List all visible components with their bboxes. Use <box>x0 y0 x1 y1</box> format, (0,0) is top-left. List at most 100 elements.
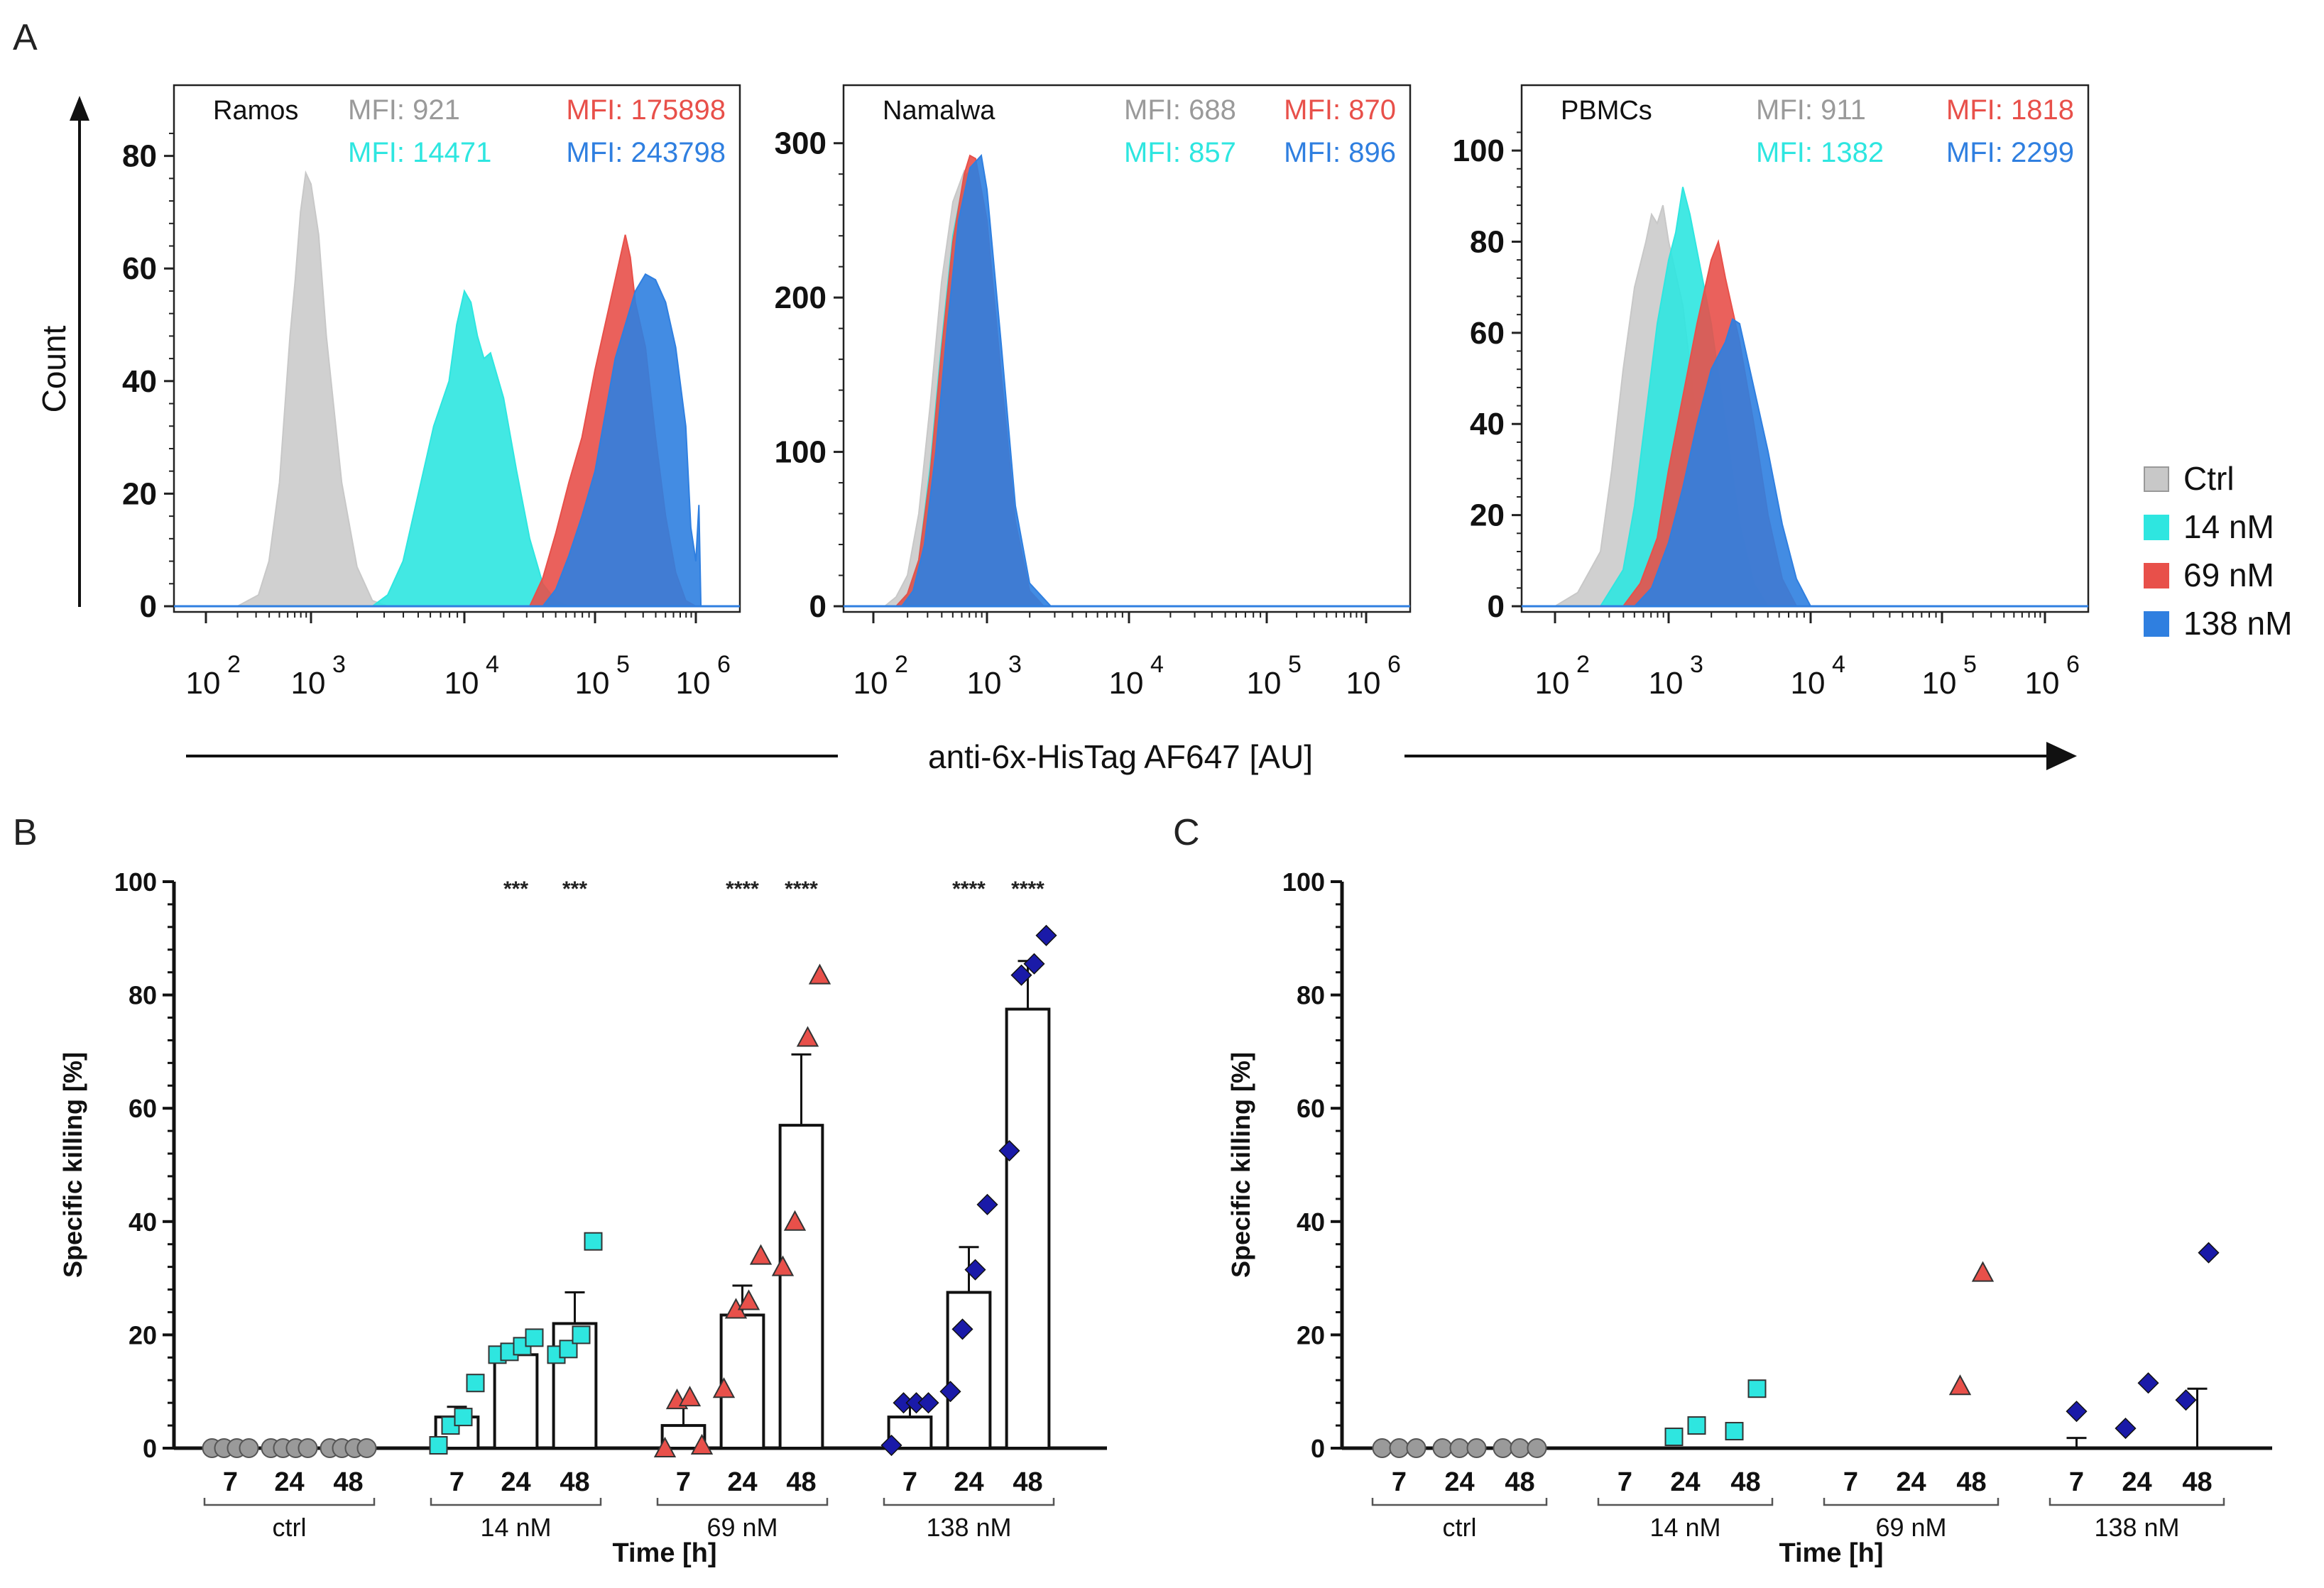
x-tick-label-base: 10 <box>186 666 221 701</box>
data-point-ctrl <box>1466 1438 1487 1458</box>
y-axis-label: Specific killing [%] <box>58 1052 87 1278</box>
bar-chart-b: 0 20 40 60 80 100 Specific killing [%] 7 24 48 ctr… <box>58 867 1107 1568</box>
data-point-ctrl <box>1449 1438 1470 1458</box>
x-tick-label-base: 10 <box>1535 666 1570 701</box>
significance-marker: **** <box>726 877 759 901</box>
y-tick-label: 0 <box>140 589 157 624</box>
x-tick-label-exponent: 3 <box>1690 651 1703 678</box>
data-point-69nm <box>678 1386 702 1407</box>
time-label: 24 <box>954 1467 983 1497</box>
x-axis-label: Time [h] <box>1779 1538 1883 1568</box>
mfi-label-ctrl: MFI: 688 <box>1124 94 1236 126</box>
y-tick-label: 40 <box>122 364 157 399</box>
group-bracket <box>430 1498 602 1506</box>
y-tick-label: 80 <box>129 981 157 1010</box>
time-label: 48 <box>333 1467 363 1497</box>
data-point-14nm <box>1687 1416 1706 1435</box>
x-tick-label-exponent: 6 <box>1387 651 1401 678</box>
group-label-ctrl: ctrl <box>273 1513 307 1542</box>
time-label: 7 <box>1617 1467 1632 1497</box>
y-tick-label: 100 <box>1282 867 1325 897</box>
x-tick-label-exponent: 2 <box>227 651 241 678</box>
legend-label-nm14: 14 nM <box>2183 508 2274 545</box>
cell-line-title: PBMCs <box>1561 96 1652 126</box>
data-point-ctrl <box>239 1438 259 1458</box>
time-label: 48 <box>1505 1467 1534 1497</box>
panel-label-b: B <box>13 812 38 853</box>
x-tick-label-exponent: 3 <box>332 651 346 678</box>
x-tick-label-exponent: 4 <box>1832 651 1845 678</box>
data-point-69nm <box>796 1026 819 1047</box>
data-point-69nm <box>690 1433 714 1455</box>
time-label: 24 <box>274 1467 304 1497</box>
significance-marker: *** <box>562 877 587 901</box>
data-point-14nm <box>584 1232 603 1251</box>
data-point-14nm <box>1725 1422 1744 1441</box>
mfi-label-nm14: MFI: 1382 <box>1756 137 1884 168</box>
y-tick-label: 60 <box>1297 1094 1325 1123</box>
x-tick-label-exponent: 2 <box>895 651 908 678</box>
y-tick-label: 80 <box>1470 224 1505 259</box>
x-tick-label-base: 10 <box>967 666 1002 701</box>
mfi-label-ctrl: MFI: 911 <box>1756 94 1866 126</box>
legend-swatch-nm138 <box>2144 611 2169 637</box>
y-tick-label: 60 <box>1470 316 1505 351</box>
group-label-nm138: 138 nM <box>2094 1513 2179 1542</box>
data-point-ctrl <box>1389 1438 1409 1458</box>
x-tick-label-exponent: 5 <box>1963 651 1977 678</box>
group-label-nm69: 69 nM <box>1875 1513 1946 1542</box>
x-tick-label-base: 10 <box>1922 666 1957 701</box>
y-tick-label: 40 <box>129 1208 157 1237</box>
significance-marker: **** <box>785 877 818 901</box>
x-tick-label-base: 10 <box>1346 666 1381 701</box>
mfi-label-nm138: MFI: 243798 <box>566 137 726 168</box>
y-tick-label: 60 <box>122 251 157 286</box>
data-point-138nm <box>964 1259 986 1281</box>
panel-label-c: C <box>1173 812 1200 853</box>
y-axis-label: Specific killing [%] <box>1226 1052 1255 1278</box>
data-point-69nm <box>749 1244 773 1265</box>
bar-nm69-24h <box>719 1313 765 1450</box>
data-point-14nm <box>441 1416 460 1435</box>
y-tick-label: 0 <box>1488 589 1505 624</box>
histogram-series-nm138 <box>900 153 1053 607</box>
count-axis-arrowhead <box>70 96 89 121</box>
histogram-series-nm138 <box>1632 318 1812 607</box>
group-bracket <box>203 1498 376 1506</box>
legend-label-nm138: 138 nM <box>2183 605 2292 642</box>
data-point-14nm <box>454 1408 473 1427</box>
x-tick-label-exponent: 4 <box>486 651 499 678</box>
y-tick-label: 80 <box>1297 981 1325 1010</box>
time-label: 24 <box>1444 1467 1474 1497</box>
data-point-14nm <box>572 1325 591 1345</box>
data-point-ctrl <box>1510 1438 1530 1458</box>
group-label-nm14: 14 nM <box>480 1513 551 1542</box>
data-point-14nm <box>429 1436 448 1455</box>
x-axis-arrowhead <box>2046 742 2077 770</box>
time-label: 24 <box>1670 1467 1700 1497</box>
data-point-138nm <box>939 1381 961 1403</box>
data-point-138nm <box>2175 1389 2197 1411</box>
significance-marker: **** <box>1011 877 1044 901</box>
x-tick-label-base: 10 <box>1247 666 1282 701</box>
y-tick-label: 80 <box>122 139 157 174</box>
data-point-ctrl <box>1372 1438 1392 1458</box>
bar-nm138-48h <box>1005 1007 1051 1450</box>
data-point-69nm <box>771 1255 795 1276</box>
group-label-nm69: 69 nM <box>707 1513 778 1542</box>
x-tick-label-exponent: 5 <box>616 651 630 678</box>
time-label: 7 <box>223 1467 238 1497</box>
y-tick-label: 20 <box>129 1320 157 1349</box>
data-point-ctrl <box>1432 1438 1453 1458</box>
significance-marker: *** <box>503 877 528 901</box>
group-bracket <box>883 1498 1055 1506</box>
data-point-69nm <box>783 1210 807 1231</box>
time-label: 48 <box>2182 1467 2212 1497</box>
time-label: 24 <box>727 1467 757 1497</box>
data-point-ctrl <box>1406 1438 1426 1458</box>
mfi-label-nm14: MFI: 14471 <box>348 137 491 168</box>
